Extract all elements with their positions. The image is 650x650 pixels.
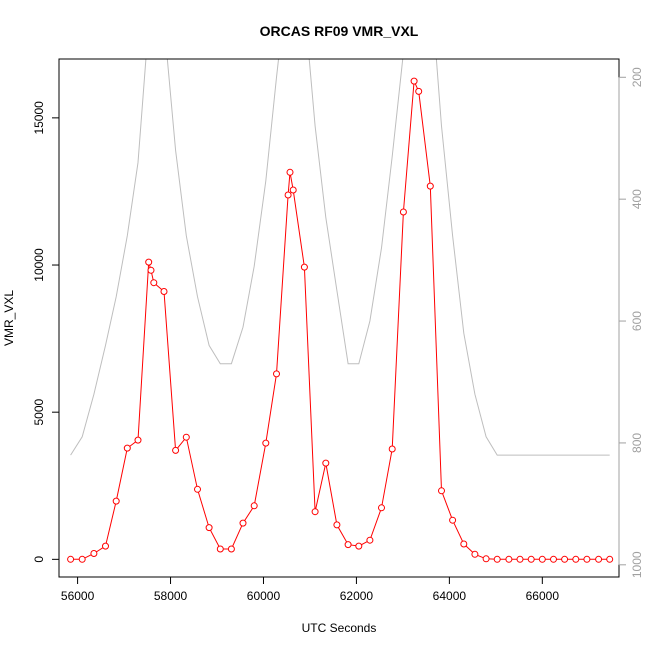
x-axis-label: UTC Seconds [302, 621, 377, 635]
data-point [438, 487, 445, 495]
data-point [150, 279, 158, 287]
y2-tick-label: 400 [630, 189, 644, 209]
x-tick-label: 60000 [247, 589, 281, 603]
data-point [216, 545, 224, 553]
data-point [134, 436, 142, 444]
data-point [286, 168, 294, 176]
data-point [366, 536, 374, 544]
y2-tick-label: 1000 [630, 551, 644, 578]
data-point [250, 502, 258, 510]
y-axis-label: VMR_VXL [2, 290, 16, 346]
data-point [160, 288, 168, 295]
data-point [516, 555, 524, 563]
y-tick-label: 10000 [32, 248, 46, 282]
data-point [583, 555, 591, 563]
data-point [289, 186, 297, 194]
data-point [410, 77, 418, 85]
axes: 56000 58000 60000 62000 64000 66000 0 5000 10000… [32, 67, 644, 603]
data-point [333, 521, 341, 529]
data-point [482, 555, 490, 563]
x-tick-label: 58000 [154, 589, 188, 603]
data-point [172, 446, 180, 454]
data-point [399, 208, 407, 216]
y-tick-label: 5000 [32, 399, 46, 426]
plot-area [67, 59, 614, 563]
data-point [460, 540, 468, 548]
data-point [145, 258, 153, 266]
data-point [273, 370, 280, 378]
data-point [322, 459, 330, 467]
data-point [388, 445, 396, 453]
data-point [426, 182, 434, 190]
data-point [90, 550, 98, 557]
y-tick-label: 15000 [32, 101, 46, 135]
data-point [239, 519, 247, 527]
data-point [262, 439, 270, 447]
data-point [561, 555, 569, 563]
data-point [194, 485, 201, 493]
chart-title: ORCAS RF09 VMR_VXL [260, 23, 419, 39]
data-point [78, 555, 86, 563]
x-tick-label: 66000 [526, 589, 560, 603]
y-tick-label: 0 [32, 556, 46, 563]
data-point [550, 555, 557, 563]
data-point [527, 555, 535, 563]
data-point [538, 555, 546, 563]
data-point [415, 87, 423, 95]
x-tick-label: 56000 [61, 589, 95, 603]
data-point [493, 555, 501, 563]
data-point [311, 508, 319, 516]
data-point [205, 524, 213, 532]
data-point [147, 266, 155, 274]
data-point [572, 555, 580, 563]
data-point [227, 545, 235, 553]
data-point [505, 555, 513, 563]
data-point [284, 191, 292, 199]
data-point [112, 497, 120, 505]
data-point [102, 542, 109, 550]
x-tick-label: 64000 [433, 589, 467, 603]
data-point [67, 555, 75, 563]
data-point [606, 555, 614, 563]
pressure-series-line [70, 59, 610, 456]
data-point [378, 504, 385, 512]
data-point [300, 263, 308, 271]
data-point [449, 516, 457, 524]
y2-tick-label: 800 [630, 433, 644, 453]
data-point [471, 550, 479, 558]
x-tick-label: 62000 [340, 589, 374, 603]
data-point [344, 541, 352, 549]
y2-tick-label: 600 [630, 311, 644, 331]
data-point [595, 555, 603, 563]
data-point [355, 542, 363, 550]
y2-tick-label: 200 [630, 67, 644, 87]
data-point [123, 444, 131, 452]
data-point [182, 433, 190, 441]
